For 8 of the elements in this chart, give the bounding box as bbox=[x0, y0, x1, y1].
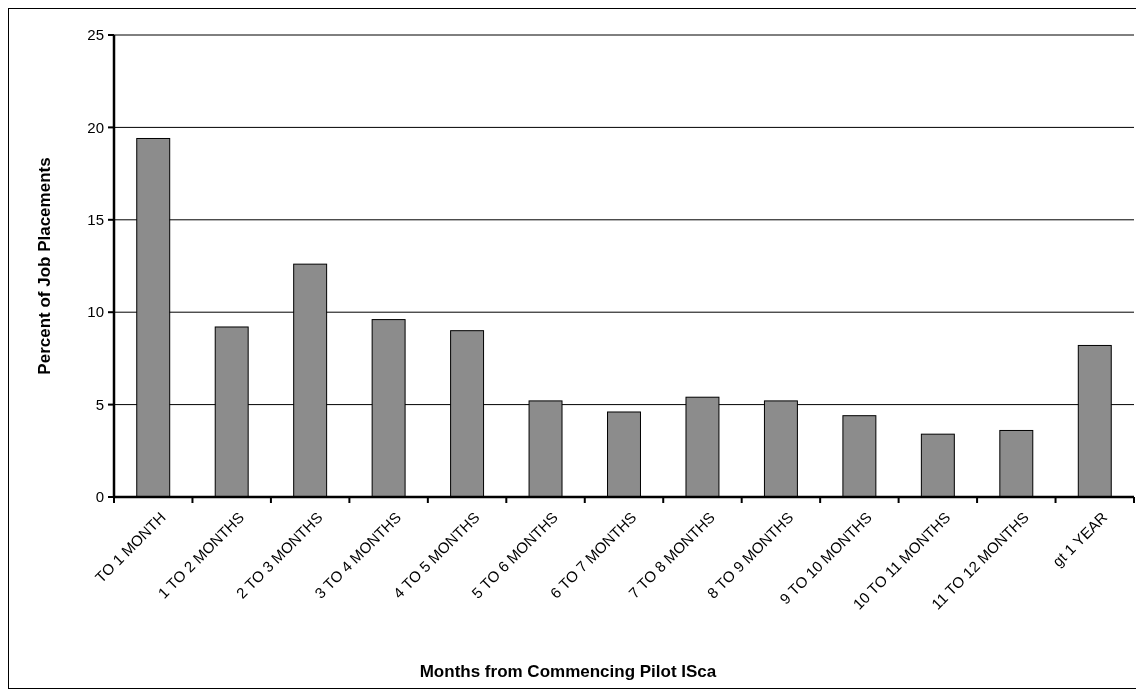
y-tick-label: 10 bbox=[87, 303, 104, 321]
y-tick-label: 20 bbox=[87, 118, 104, 136]
y-tick-label: 15 bbox=[87, 211, 104, 229]
y-axis-title: Percent of Job Placements bbox=[35, 157, 54, 375]
y-tick-label: 0 bbox=[95, 488, 104, 506]
x-axis-title: Months from Commencing Pilot ISca bbox=[419, 662, 717, 681]
y-tick-label: 5 bbox=[95, 395, 104, 413]
y-tick-label: 25 bbox=[87, 26, 104, 44]
